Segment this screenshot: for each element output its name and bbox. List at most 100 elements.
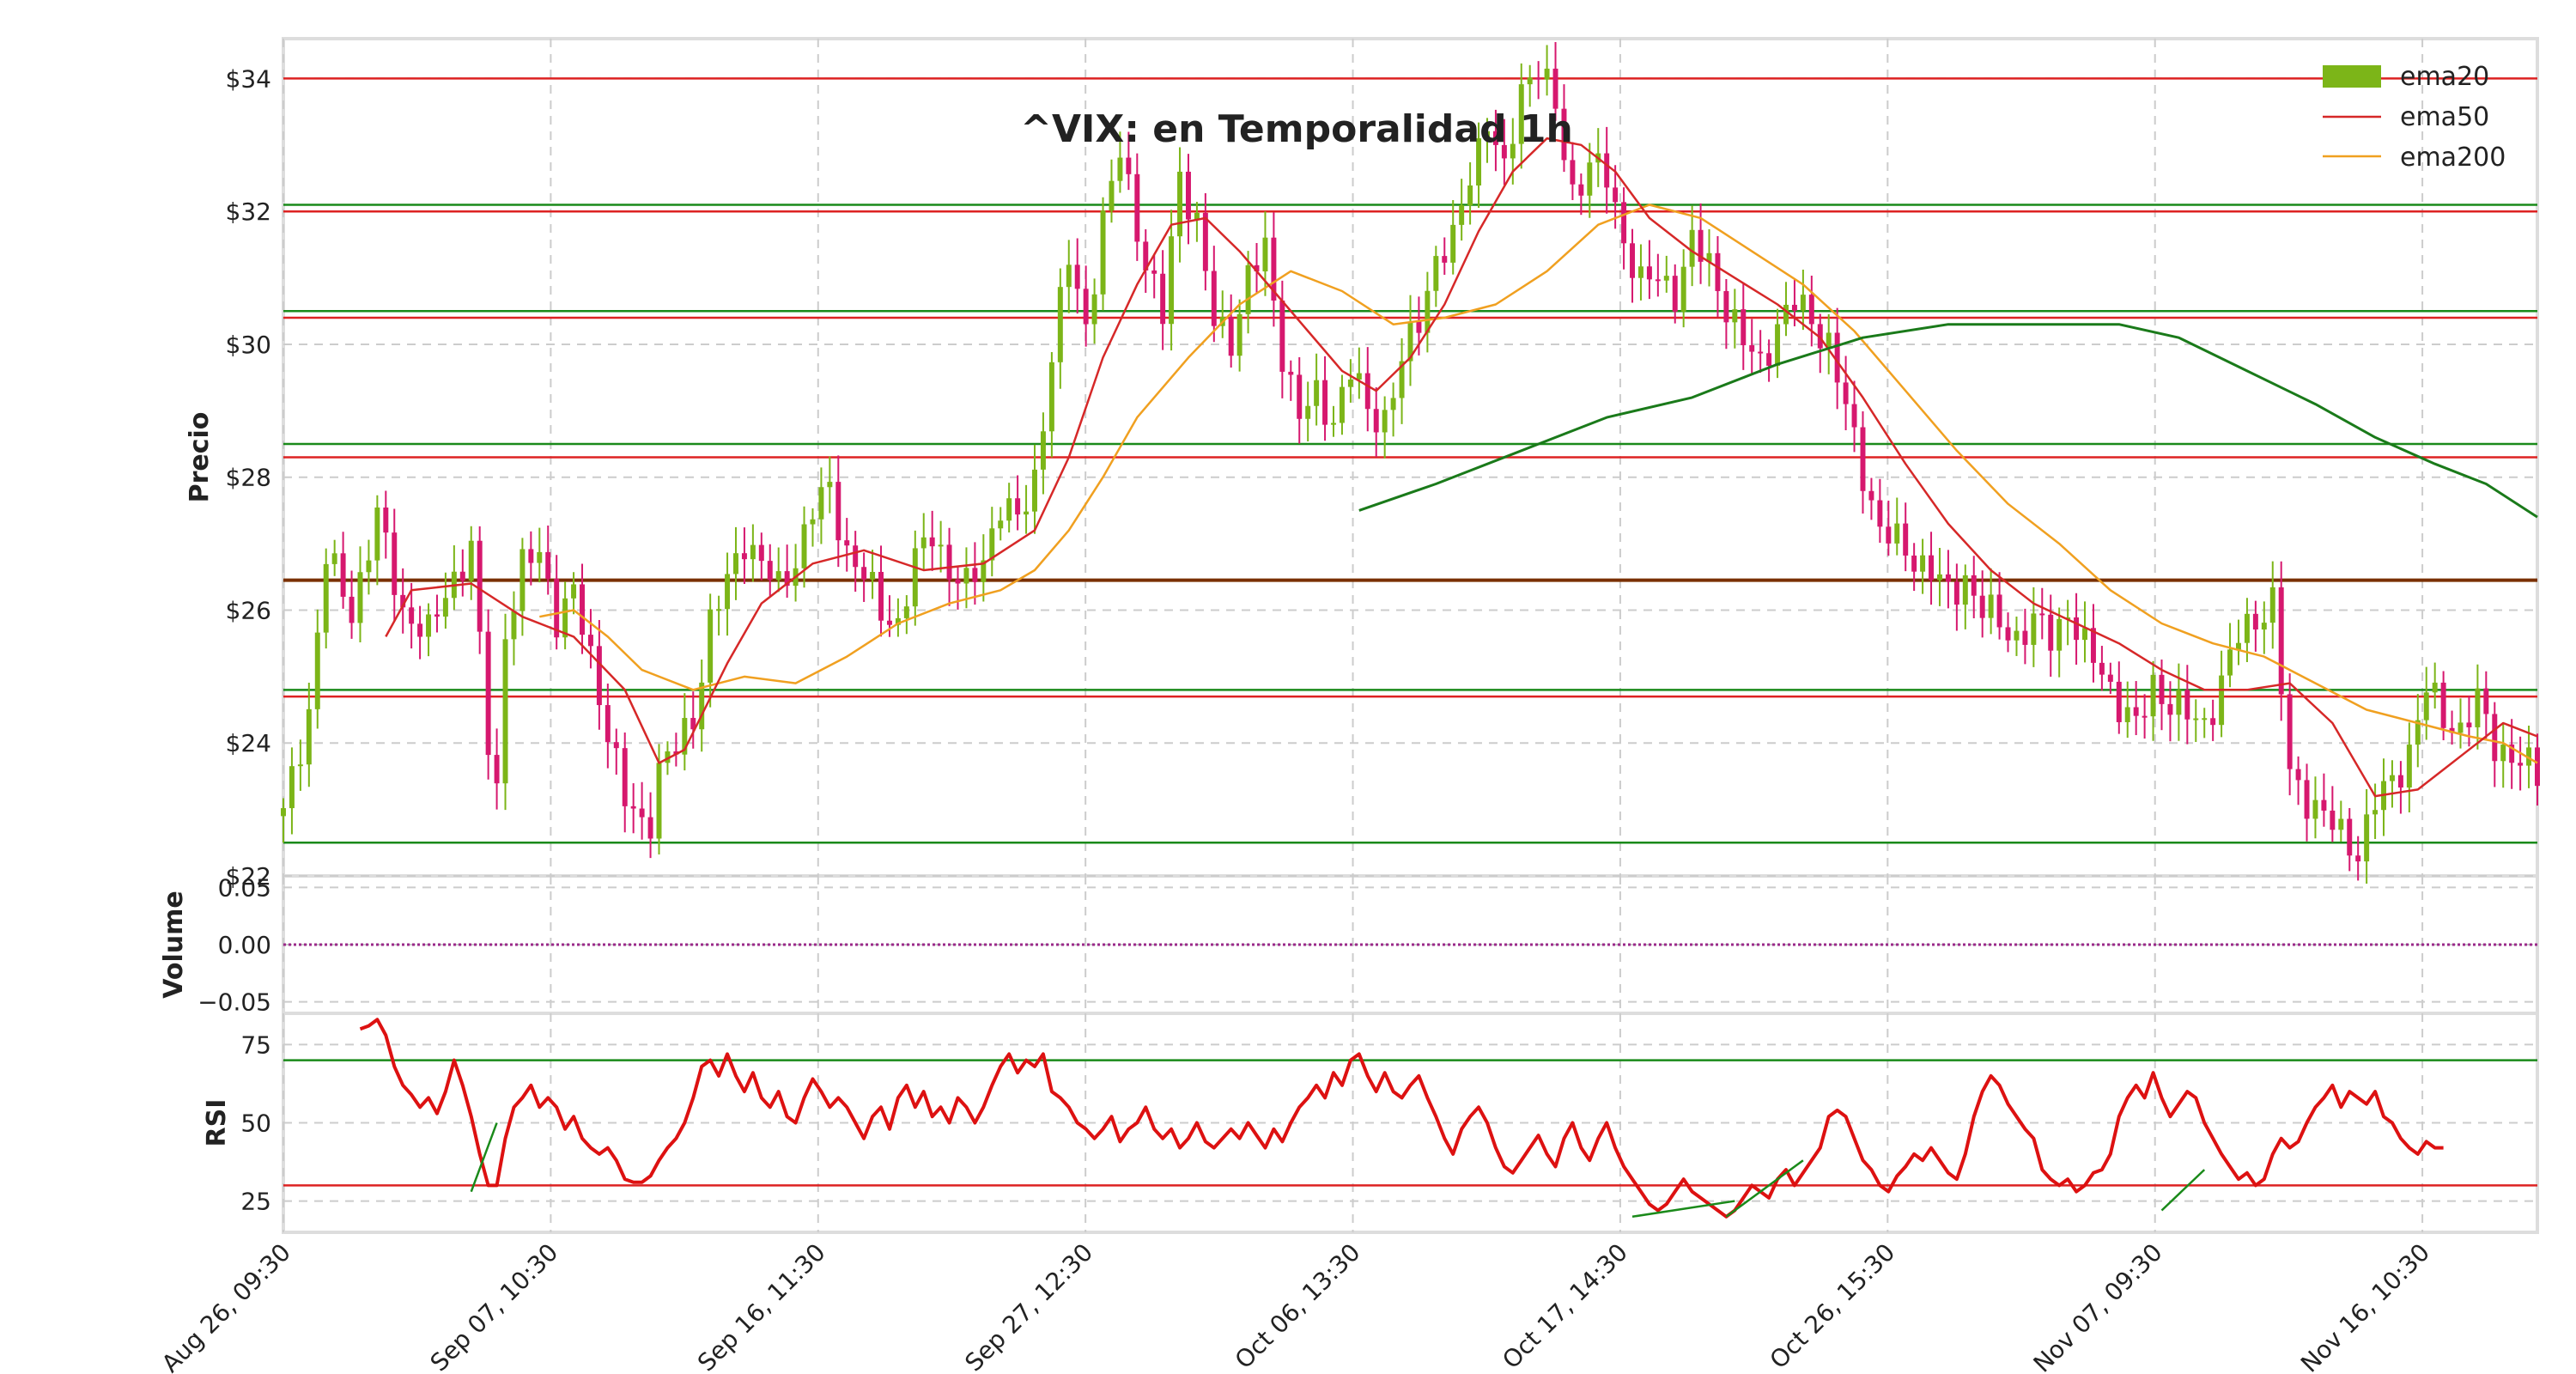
candle-body	[1134, 173, 1140, 242]
candle	[2167, 681, 2173, 742]
candle-body	[2321, 799, 2327, 811]
candle-body	[1552, 68, 1558, 109]
candle	[1476, 122, 1482, 208]
candle	[1117, 131, 1123, 193]
candle	[502, 613, 508, 811]
candle-body	[383, 508, 389, 533]
candle-body	[861, 567, 867, 580]
candle	[494, 728, 500, 810]
candle-body	[2022, 630, 2028, 645]
candle-body	[349, 596, 355, 623]
candle-body	[1953, 581, 1959, 605]
candle	[2449, 710, 2455, 745]
candle	[1903, 502, 1909, 572]
candle-body	[2330, 810, 2336, 830]
candle	[1552, 42, 1558, 121]
candle-body	[1476, 138, 1482, 185]
candle-body	[426, 614, 432, 637]
candle-body	[758, 544, 764, 562]
candle	[1996, 572, 2002, 640]
candle-body	[1450, 224, 1456, 263]
candle-body	[1160, 273, 1166, 325]
candle	[2048, 594, 2054, 677]
candle-body	[2193, 718, 2199, 720]
candle	[331, 539, 337, 576]
candle-body	[767, 561, 773, 581]
candle-body	[622, 748, 628, 806]
price-y-tick-label: $30	[226, 331, 271, 359]
candle-body	[2389, 775, 2395, 781]
candle-body	[1800, 295, 1806, 311]
candle	[2236, 619, 2241, 666]
candle-body	[2415, 720, 2421, 745]
candle-body	[571, 584, 577, 599]
rsi-divergence-line	[2160, 1169, 2206, 1212]
candle-body	[708, 609, 714, 683]
candle	[314, 609, 320, 729]
candle	[1024, 484, 1030, 534]
candle-body	[2535, 747, 2540, 787]
candle-body	[1314, 380, 1320, 406]
candle-body	[2133, 707, 2139, 716]
volume-y-tick-label: −0.05	[197, 988, 271, 1017]
candle-body	[2039, 613, 2045, 616]
candle-body	[1826, 332, 1832, 349]
candle	[1851, 380, 1857, 453]
candle-body	[580, 584, 585, 635]
candle	[417, 605, 423, 660]
candle	[1339, 374, 1345, 435]
candle-body	[1715, 252, 1721, 291]
candle-body	[2372, 810, 2379, 815]
candle	[801, 506, 807, 588]
candle	[861, 552, 867, 602]
candle-body	[1561, 108, 1567, 161]
candle-body	[1971, 575, 1977, 596]
candle	[1314, 353, 1320, 426]
candle	[1399, 337, 1405, 424]
candle-body	[1100, 210, 1106, 295]
candle-body	[537, 551, 543, 563]
candle	[605, 683, 611, 769]
candle	[596, 619, 602, 730]
candle	[1382, 396, 1388, 459]
candle-body	[1587, 162, 1593, 196]
candle-body	[1143, 241, 1149, 271]
candle	[647, 792, 653, 859]
candle	[468, 526, 474, 600]
candle	[716, 595, 722, 636]
candle	[2099, 646, 2105, 691]
candle-body	[1211, 271, 1217, 326]
candle	[1800, 270, 1806, 331]
candle-body	[1339, 386, 1345, 423]
candle-body	[1655, 279, 1661, 282]
candle	[1245, 251, 1251, 334]
candle-body	[938, 544, 944, 547]
candle-body	[1630, 243, 1636, 278]
candle	[1979, 570, 1985, 638]
candle	[2355, 836, 2361, 881]
volume-axis-label: Volume	[159, 891, 189, 998]
candle-body	[1305, 405, 1311, 419]
candle	[2389, 760, 2395, 808]
candle-body	[1288, 371, 1294, 375]
candle-body	[528, 549, 534, 563]
candle	[784, 544, 790, 598]
candle	[1228, 294, 1234, 368]
candle	[1083, 265, 1089, 347]
x-tick-label: Oct 06, 13:30	[1230, 1238, 1366, 1374]
candle-body	[1962, 575, 1968, 605]
candle	[1637, 244, 1643, 301]
candle	[775, 547, 781, 593]
candle-body	[1570, 160, 1576, 185]
candle-body	[1467, 185, 1473, 206]
candle-body	[1613, 187, 1619, 203]
candle-body	[920, 537, 927, 549]
x-tick-label: Sep 27, 12:30	[959, 1238, 1098, 1374]
candle-body	[2236, 642, 2241, 650]
candle-body	[1646, 266, 1652, 280]
candle-body	[1322, 380, 1328, 425]
candle-body	[1920, 555, 1926, 572]
candle	[587, 609, 593, 669]
candle-body	[374, 508, 380, 561]
